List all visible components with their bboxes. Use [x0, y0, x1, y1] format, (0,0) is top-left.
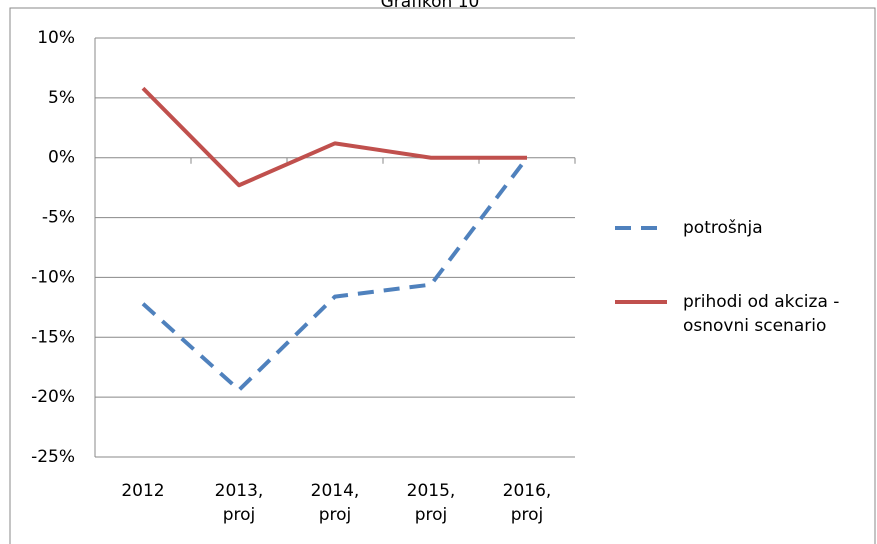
x-tick-label: 2012 [121, 481, 165, 501]
x-tick-label: 2015, proj [406, 481, 456, 525]
chart-frame [9, 7, 876, 544]
y-tick-label: -5% [42, 208, 75, 228]
legend-label: prihodi od akciza - osnovni scenario [683, 292, 840, 336]
x-tick-label: 2014, proj [310, 481, 360, 525]
y-tick-label: -15% [31, 327, 75, 347]
y-tick-label: 0% [48, 148, 75, 168]
y-tick-label: 5% [48, 88, 75, 108]
x-tick-label: 2016, proj [502, 481, 552, 525]
y-tick-label: 10% [37, 28, 75, 48]
series-line [141, 86, 527, 188]
y-tick-label: -10% [31, 267, 75, 287]
legend-label: potrošnja [683, 218, 763, 238]
y-tick-label: -20% [31, 387, 75, 407]
chart-title: Grafikon 10 [381, 0, 480, 12]
y-tick-label: -25% [31, 447, 75, 467]
x-tick-label: 2013, proj [214, 481, 264, 525]
series-line [141, 156, 529, 392]
